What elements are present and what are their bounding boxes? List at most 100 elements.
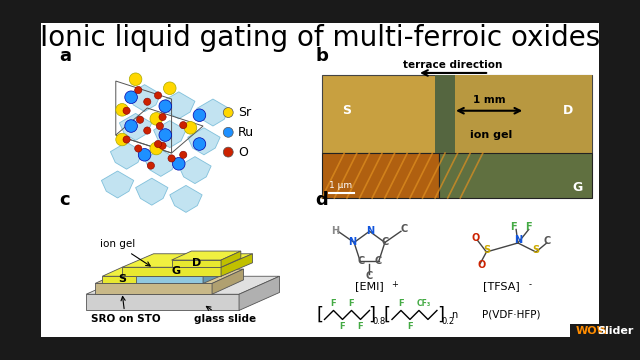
Polygon shape	[122, 267, 221, 276]
Polygon shape	[221, 254, 253, 276]
Text: ]: ]	[369, 306, 376, 324]
Circle shape	[116, 104, 129, 116]
Circle shape	[184, 122, 196, 134]
Text: 0.2: 0.2	[441, 317, 454, 326]
Text: F: F	[340, 322, 346, 331]
Polygon shape	[145, 149, 177, 176]
FancyBboxPatch shape	[322, 153, 439, 198]
Polygon shape	[239, 276, 280, 310]
Polygon shape	[101, 171, 134, 198]
Polygon shape	[86, 276, 280, 294]
Polygon shape	[188, 128, 220, 155]
Polygon shape	[221, 251, 241, 267]
Polygon shape	[136, 276, 203, 283]
FancyBboxPatch shape	[570, 324, 599, 337]
Text: C: C	[357, 256, 365, 266]
Text: S: S	[342, 104, 351, 117]
Text: [: [	[317, 306, 323, 324]
Polygon shape	[170, 185, 202, 212]
Polygon shape	[136, 178, 168, 205]
Text: N: N	[514, 235, 522, 245]
Text: WOW: WOW	[575, 326, 609, 336]
Text: G: G	[572, 181, 582, 194]
Circle shape	[180, 151, 187, 158]
Circle shape	[223, 147, 233, 157]
Polygon shape	[203, 265, 228, 283]
Polygon shape	[179, 157, 211, 184]
Text: 1 μm: 1 μm	[329, 181, 352, 190]
Text: SRO on STO: SRO on STO	[91, 296, 160, 324]
Polygon shape	[136, 265, 228, 276]
Circle shape	[154, 92, 162, 99]
Text: 1 mm: 1 mm	[473, 95, 506, 105]
Polygon shape	[154, 121, 186, 148]
Circle shape	[116, 133, 129, 146]
Text: glass slide: glass slide	[194, 306, 256, 324]
FancyBboxPatch shape	[322, 75, 592, 153]
Text: H: H	[332, 226, 339, 236]
Circle shape	[123, 136, 130, 143]
Circle shape	[223, 127, 233, 137]
Text: CF₃: CF₃	[417, 299, 431, 308]
Circle shape	[223, 108, 233, 117]
Circle shape	[123, 107, 130, 114]
Text: c: c	[59, 191, 70, 209]
Circle shape	[154, 140, 162, 148]
Polygon shape	[86, 294, 239, 310]
Text: [TFSA]: [TFSA]	[483, 281, 520, 291]
FancyBboxPatch shape	[455, 75, 592, 153]
Text: F: F	[407, 322, 413, 331]
Text: terrace direction: terrace direction	[403, 60, 503, 70]
Text: F: F	[525, 222, 532, 232]
Polygon shape	[110, 142, 143, 169]
Circle shape	[136, 116, 143, 123]
Text: F: F	[398, 299, 404, 308]
FancyBboxPatch shape	[435, 75, 455, 153]
FancyBboxPatch shape	[439, 153, 592, 198]
Text: -: -	[529, 280, 532, 289]
FancyBboxPatch shape	[41, 23, 599, 337]
Text: d: d	[316, 191, 328, 209]
Text: [: [	[383, 306, 390, 324]
Text: S: S	[118, 274, 126, 284]
Text: ion gel: ion gel	[100, 239, 150, 266]
Text: C: C	[366, 271, 373, 281]
Circle shape	[193, 138, 205, 150]
Circle shape	[156, 122, 163, 130]
Text: F: F	[358, 322, 364, 331]
Text: b: b	[316, 47, 328, 65]
Text: +: +	[391, 280, 398, 289]
Text: C: C	[381, 238, 388, 247]
Text: P(VDF·HFP): P(VDF·HFP)	[482, 310, 540, 320]
Circle shape	[125, 91, 138, 104]
Circle shape	[134, 86, 142, 94]
Text: C: C	[374, 256, 381, 266]
Circle shape	[193, 109, 205, 122]
Polygon shape	[102, 267, 163, 276]
Text: D: D	[563, 104, 573, 117]
Circle shape	[125, 120, 138, 132]
Circle shape	[163, 82, 176, 95]
Circle shape	[150, 142, 163, 155]
Polygon shape	[120, 113, 152, 140]
Text: N: N	[348, 238, 356, 247]
Text: S: S	[532, 245, 540, 255]
Text: Slider: Slider	[597, 326, 634, 336]
Circle shape	[159, 129, 172, 141]
Text: C: C	[400, 225, 407, 234]
Circle shape	[143, 98, 151, 105]
Text: [EMI]: [EMI]	[355, 281, 384, 291]
Text: a: a	[59, 47, 71, 65]
Text: Ionic liquid gating of multi-ferroic oxides: Ionic liquid gating of multi-ferroic oxi…	[40, 24, 600, 52]
Polygon shape	[102, 276, 143, 283]
Text: ]: ]	[437, 306, 444, 324]
Text: F: F	[349, 299, 355, 308]
Circle shape	[159, 100, 172, 113]
Polygon shape	[95, 269, 244, 283]
Circle shape	[134, 145, 142, 152]
Text: O: O	[478, 261, 486, 270]
Circle shape	[168, 155, 175, 162]
Text: 0.8: 0.8	[372, 317, 386, 326]
Text: O: O	[472, 234, 480, 243]
Polygon shape	[122, 254, 253, 267]
